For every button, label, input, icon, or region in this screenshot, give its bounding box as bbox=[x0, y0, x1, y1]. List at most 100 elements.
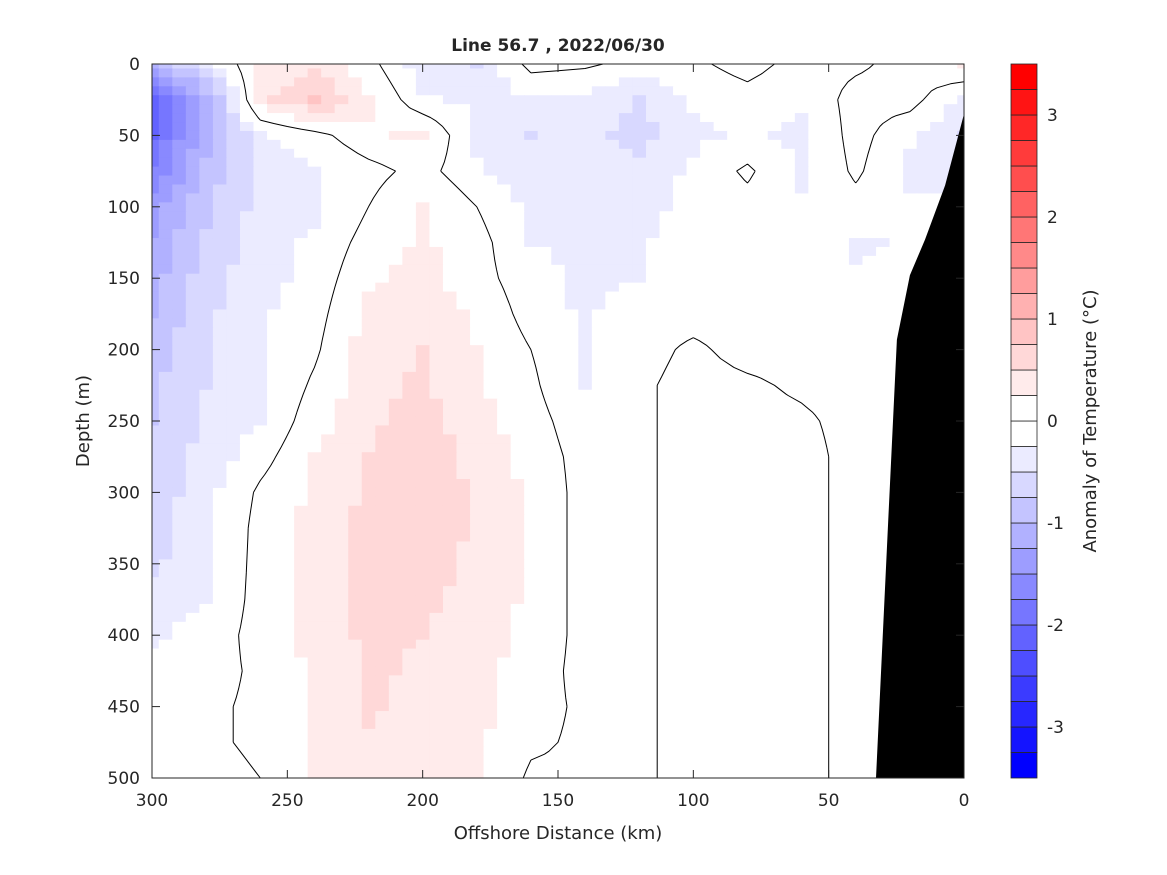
heatmap-cell bbox=[578, 246, 593, 257]
heatmap-cell bbox=[334, 336, 349, 346]
heatmap-cell bbox=[767, 764, 782, 775]
heatmap-cell bbox=[591, 407, 606, 418]
heatmap-cell bbox=[470, 362, 485, 373]
heatmap-cell bbox=[307, 648, 322, 659]
heatmap-cell bbox=[578, 630, 593, 641]
heatmap-cell bbox=[700, 407, 715, 418]
heatmap-cell bbox=[524, 398, 539, 409]
heatmap-cell bbox=[280, 666, 295, 676]
heatmap-cell bbox=[605, 514, 620, 525]
heatmap-cell bbox=[524, 487, 539, 498]
heatmap-cell bbox=[510, 184, 525, 195]
heatmap-cell bbox=[199, 309, 214, 319]
heatmap-cell bbox=[267, 407, 282, 418]
heatmap-cell bbox=[212, 166, 228, 177]
heatmap-cell bbox=[943, 139, 958, 150]
heatmap-cell bbox=[754, 77, 769, 87]
heatmap-cell bbox=[862, 470, 877, 480]
heatmap-cell bbox=[497, 434, 512, 444]
heatmap-cell bbox=[632, 568, 647, 578]
heatmap-cell bbox=[876, 496, 891, 507]
heatmap-cell bbox=[835, 612, 850, 623]
heatmap-cell bbox=[673, 603, 688, 614]
heatmap-cell bbox=[158, 354, 173, 364]
heatmap-cell bbox=[700, 737, 715, 748]
heatmap-cell bbox=[483, 389, 498, 400]
heatmap-cell bbox=[618, 675, 634, 685]
heatmap-cell bbox=[524, 64, 539, 70]
heatmap-cell bbox=[591, 130, 606, 141]
heatmap-cell bbox=[645, 479, 661, 489]
heatmap-cell bbox=[605, 157, 620, 168]
heatmap-cell bbox=[348, 166, 363, 177]
heatmap-cell bbox=[740, 630, 755, 641]
heatmap-cell bbox=[632, 586, 647, 596]
heatmap-cell bbox=[524, 773, 539, 779]
heatmap-cell bbox=[334, 193, 349, 203]
y-tick-label: 0 bbox=[129, 55, 140, 75]
heatmap-cell bbox=[321, 559, 336, 569]
heatmap-cell bbox=[334, 711, 349, 721]
heatmap-cell bbox=[930, 130, 945, 141]
heatmap-cell bbox=[808, 568, 823, 578]
heatmap-cell bbox=[497, 309, 512, 319]
heatmap-cell bbox=[415, 630, 431, 641]
heatmap-cell bbox=[456, 282, 471, 293]
heatmap-cell bbox=[659, 666, 674, 676]
heatmap-cell bbox=[239, 273, 255, 284]
heatmap-cell bbox=[361, 95, 376, 105]
heatmap-cell bbox=[632, 532, 647, 543]
heatmap-cell bbox=[848, 577, 864, 587]
heatmap-cell bbox=[348, 487, 363, 498]
heatmap-cell bbox=[348, 157, 363, 168]
heatmap-cell bbox=[645, 434, 661, 444]
heatmap-cell bbox=[456, 246, 471, 257]
heatmap-cell bbox=[591, 612, 606, 623]
heatmap-cell bbox=[591, 523, 606, 534]
heatmap-cell bbox=[537, 630, 552, 641]
heatmap-cell bbox=[537, 113, 552, 123]
heatmap-cell bbox=[152, 371, 160, 382]
heatmap-cell bbox=[429, 148, 444, 159]
heatmap-cell bbox=[152, 586, 160, 596]
heatmap-cell bbox=[402, 139, 417, 150]
heatmap-cell bbox=[497, 255, 512, 266]
heatmap-cell bbox=[199, 532, 214, 543]
heatmap-cell bbox=[212, 184, 228, 195]
heatmap-cell bbox=[402, 452, 417, 462]
heatmap-cell bbox=[740, 255, 755, 266]
heatmap-cell bbox=[199, 550, 214, 560]
heatmap-cell bbox=[537, 166, 552, 177]
heatmap-cell bbox=[618, 327, 634, 337]
heatmap-cell bbox=[848, 398, 864, 409]
heatmap-cell bbox=[307, 371, 322, 382]
heatmap-cell bbox=[199, 621, 214, 632]
heatmap-cell bbox=[645, 586, 661, 596]
heatmap-cell bbox=[497, 487, 512, 498]
heatmap-cell bbox=[659, 211, 674, 221]
heatmap-cell bbox=[402, 122, 417, 132]
heatmap-cell bbox=[470, 130, 485, 141]
heatmap-cell bbox=[659, 621, 674, 632]
heatmap-cell bbox=[375, 104, 390, 114]
heatmap-cell bbox=[267, 398, 282, 409]
heatmap-cell bbox=[618, 666, 634, 676]
heatmap-cell bbox=[375, 389, 390, 400]
heatmap-cell bbox=[226, 264, 241, 275]
heatmap-cell bbox=[767, 479, 782, 489]
heatmap-cell bbox=[591, 773, 606, 779]
heatmap-cell bbox=[821, 354, 837, 364]
heatmap-cell bbox=[794, 336, 809, 346]
heatmap-cell bbox=[185, 719, 200, 730]
heatmap-cell bbox=[645, 327, 661, 337]
heatmap-cell bbox=[294, 371, 309, 382]
heatmap-cell bbox=[158, 621, 173, 632]
heatmap-cell bbox=[903, 229, 918, 239]
heatmap-cell bbox=[808, 282, 823, 293]
heatmap-cell bbox=[510, 264, 525, 275]
heatmap-cell bbox=[402, 371, 417, 382]
heatmap-cell bbox=[524, 648, 539, 659]
heatmap-cell bbox=[591, 702, 606, 712]
heatmap-cell bbox=[239, 238, 255, 248]
heatmap-cell bbox=[402, 86, 417, 96]
